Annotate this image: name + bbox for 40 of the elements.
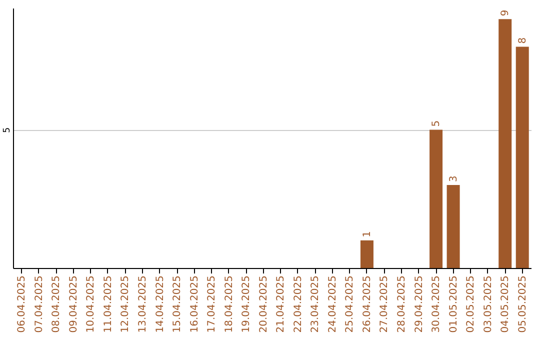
x-tick-label: 01.05.2025 xyxy=(448,276,460,333)
x-tick-label: 07.04.2025 xyxy=(34,276,45,333)
x-tick-label: 13.04.2025 xyxy=(138,276,148,333)
x-tick-label: 02.05.2025 xyxy=(466,276,477,333)
bar xyxy=(498,19,512,268)
x-tick-label: 08.04.2025 xyxy=(51,276,62,333)
x-tick-label: 15.04.2025 xyxy=(172,276,184,333)
x-tick-label: 29.04.2025 xyxy=(414,276,425,333)
data-label: 9 xyxy=(500,10,512,16)
x-tick-label: 12.04.2025 xyxy=(120,276,132,333)
bar xyxy=(360,240,374,268)
bar xyxy=(430,130,443,268)
x-tick-label: 10.04.2025 xyxy=(86,276,97,333)
x-tick-label: 22.04.2025 xyxy=(292,276,304,333)
x-tick-label: 27.04.2025 xyxy=(379,276,390,333)
x-tick-label: 20.04.2025 xyxy=(258,276,270,333)
x-tick-label: 05.05.2025 xyxy=(517,276,528,333)
x-tick-label: 17.04.2025 xyxy=(206,276,218,333)
x-tick-label: 09.04.2025 xyxy=(68,276,80,333)
x-tick-label: 21.04.2025 xyxy=(276,276,287,333)
x-tick-label: 11.04.2025 xyxy=(102,276,114,333)
data-label: 5 xyxy=(431,120,442,127)
x-tick-label: 28.04.2025 xyxy=(396,276,408,333)
x-tick-label: 30.04.2025 xyxy=(431,276,442,333)
data-label: 1 xyxy=(362,230,373,238)
x-tick-label: 25.04.2025 xyxy=(344,276,356,333)
bar xyxy=(446,185,460,268)
data-label: 8 xyxy=(517,37,528,44)
x-tick-label: 03.05.2025 xyxy=(482,276,494,333)
x-tick-label: 18.04.2025 xyxy=(224,276,235,333)
x-tick-label: 23.04.2025 xyxy=(310,276,322,333)
x-tick-label: 24.04.2025 xyxy=(327,276,338,333)
data-label: 3 xyxy=(448,176,460,182)
x-tick-label: 04.05.2025 xyxy=(500,276,512,333)
bar xyxy=(516,46,529,268)
x-tick-label: 26.04.2025 xyxy=(362,276,373,333)
x-tick-label: 19.04.2025 xyxy=(241,276,252,333)
x-tick-label: 06.04.2025 xyxy=(16,276,28,333)
x-tick-label: 14.04.2025 xyxy=(154,276,166,333)
x-tick-label: 16.04.2025 xyxy=(189,276,200,333)
